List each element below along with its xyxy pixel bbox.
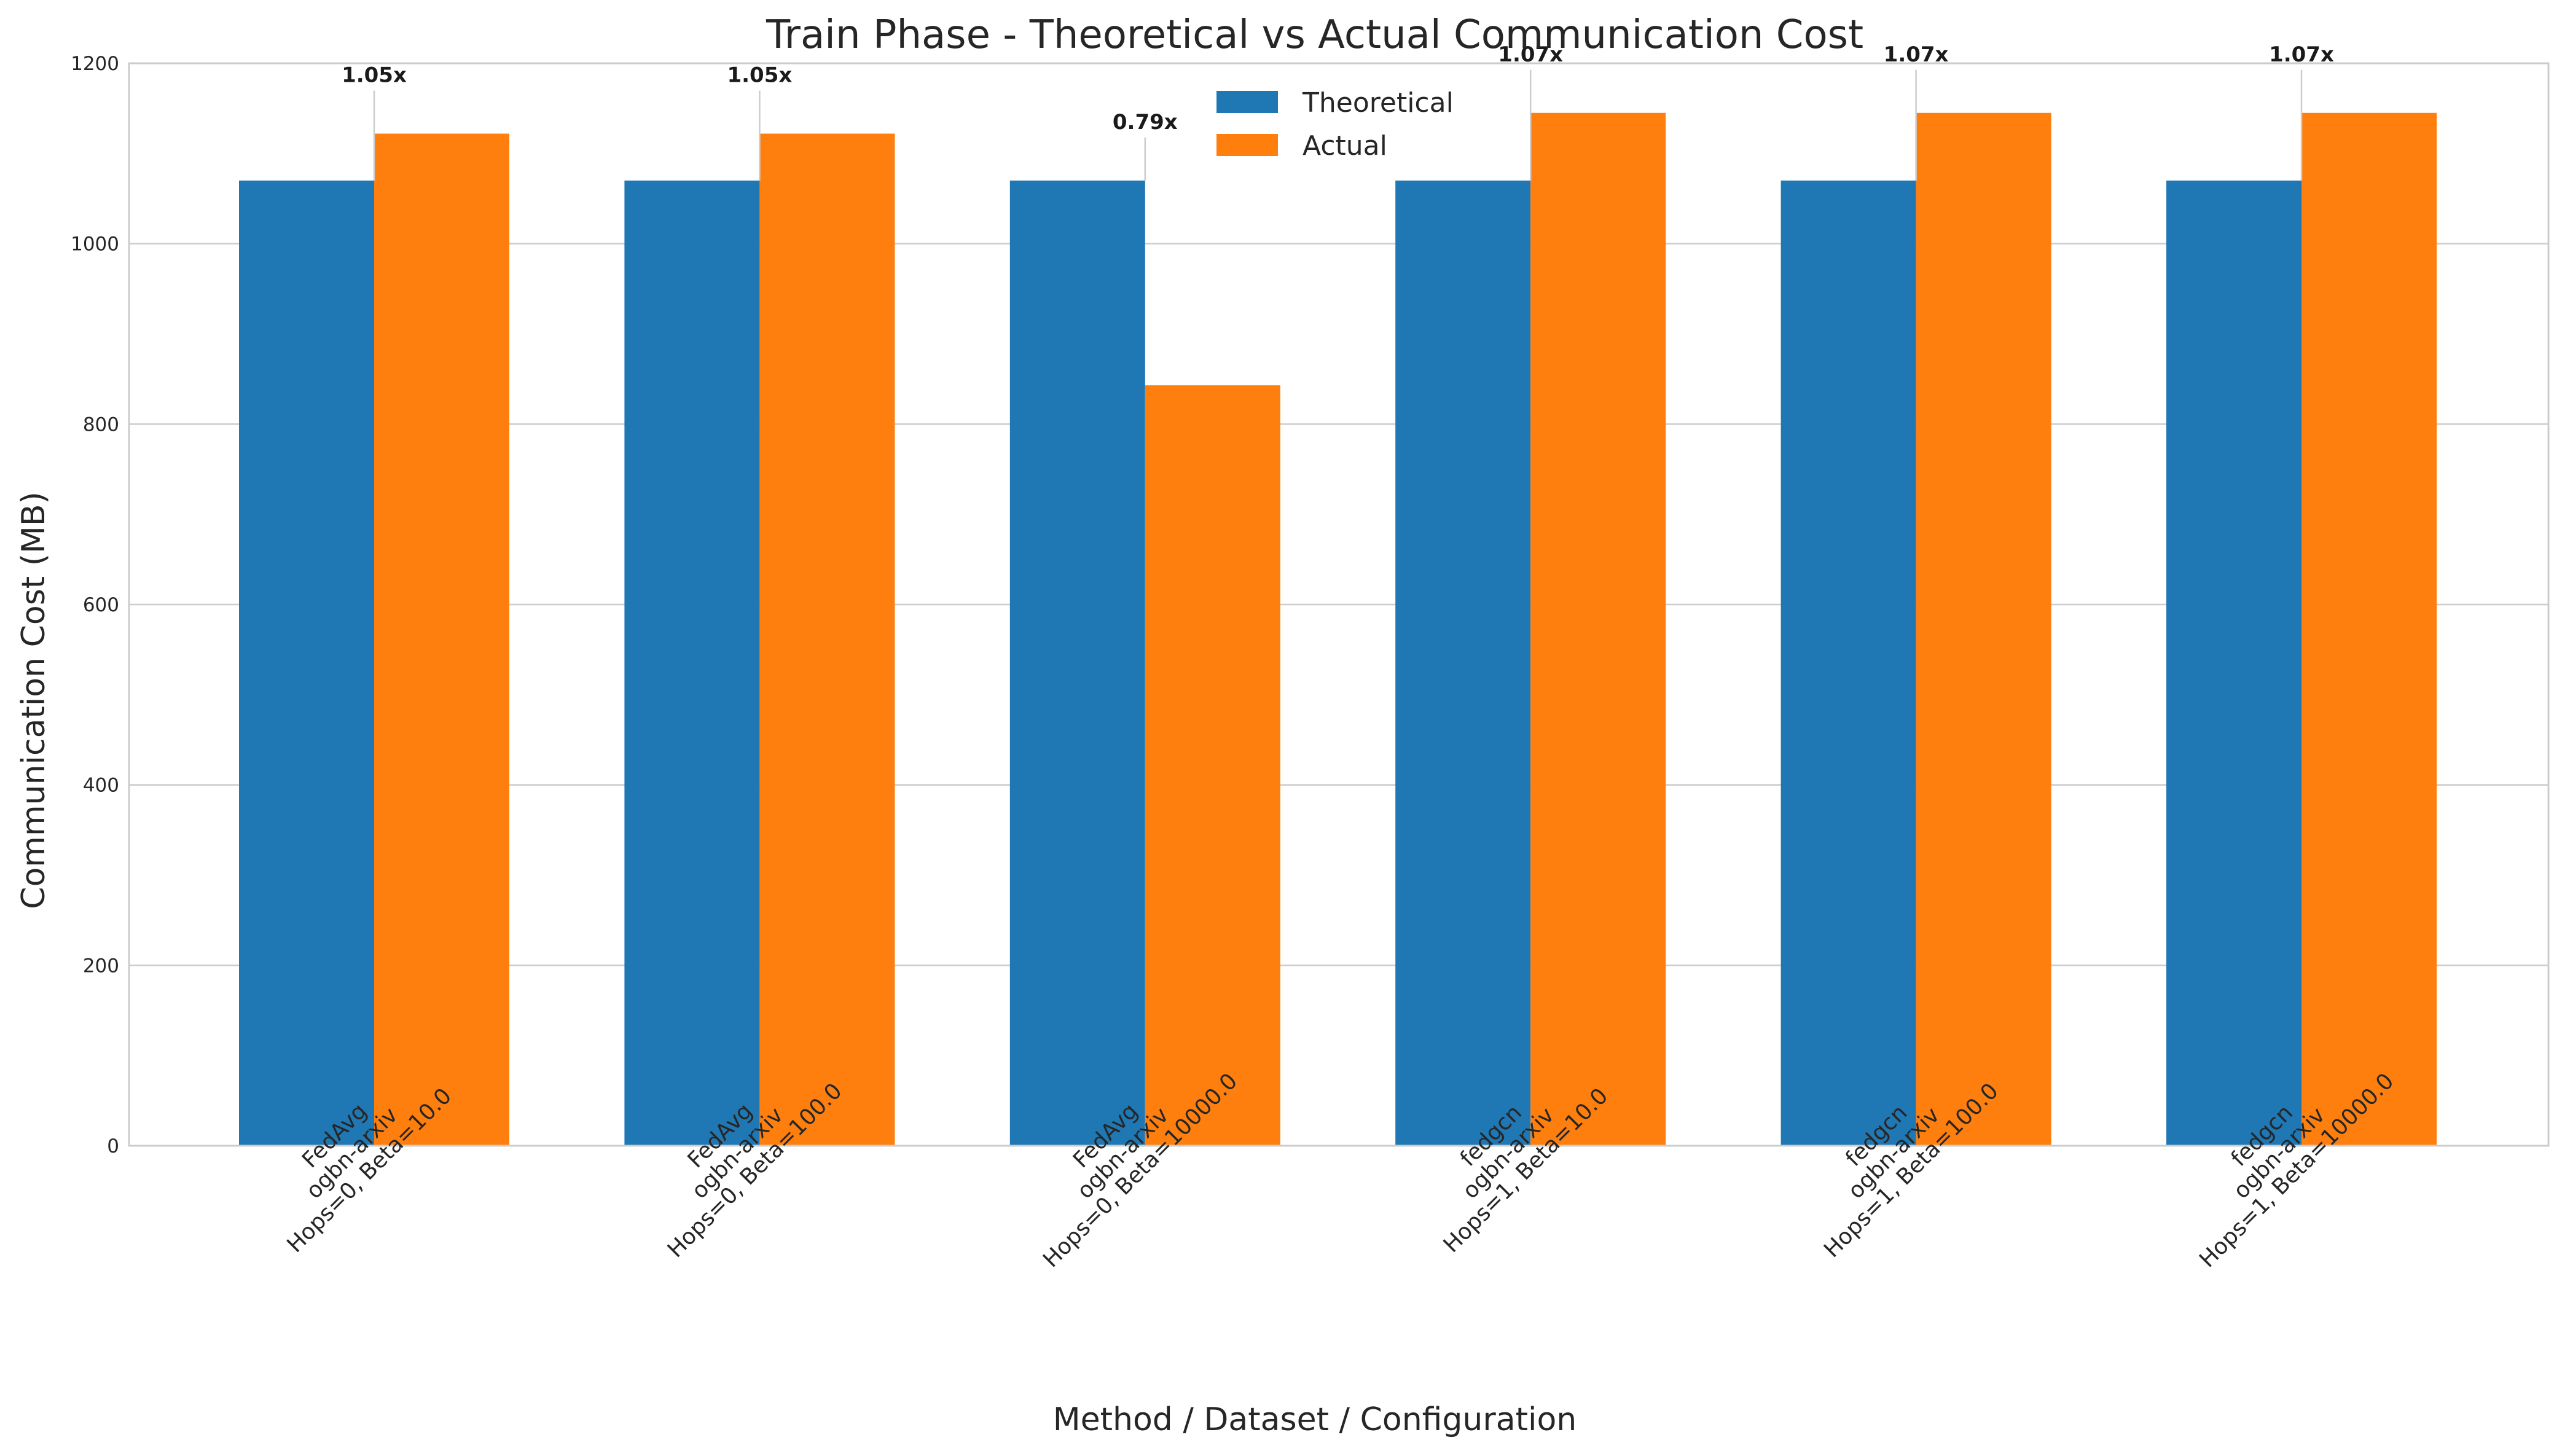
legend: Theoretical Actual (1216, 87, 1454, 162)
ratio-annotation: 1.05x (727, 63, 792, 88)
ratio-annotations: 1.05x 1.05x 0.79x 1.07x 1.07x 1.07x (342, 42, 2334, 135)
bar-theoretical (624, 180, 760, 1146)
bar-theoretical (2166, 180, 2301, 1146)
bar-theoretical (1009, 180, 1145, 1146)
chart-title: Train Phase - Theoretical vs Actual Comm… (766, 12, 1863, 58)
annotation-connectors (373, 69, 2303, 181)
bar-actual (374, 133, 509, 1146)
bar-actual (1530, 112, 1666, 1146)
legend-swatch-theoretical (1216, 91, 1278, 113)
bar-theoretical (1395, 180, 1531, 1146)
y-tick-label: 800 (83, 413, 119, 436)
bars (239, 112, 2437, 1146)
y-axis-ticks: 0 200 400 600 800 1000 1200 (71, 53, 119, 1157)
legend-label-actual: Actual (1303, 130, 1387, 162)
ratio-annotation: 1.05x (342, 63, 407, 88)
y-axis-title: Communication Cost (MB) (15, 491, 52, 909)
bar-actual (2301, 112, 2437, 1146)
y-tick-label: 400 (83, 775, 119, 797)
bar-theoretical (1780, 180, 1916, 1146)
ratio-annotation: 1.07x (1498, 42, 1563, 67)
bar-actual (1145, 385, 1280, 1146)
bar-actual (1916, 112, 2051, 1146)
y-tick-label: 1000 (71, 233, 119, 256)
y-tick-label: 200 (83, 955, 119, 977)
x-axis-title: Method / Dataset / Configuration (1053, 1401, 1577, 1438)
legend-label-theoretical: Theoretical (1302, 87, 1454, 119)
y-tick-label: 0 (107, 1135, 119, 1157)
ratio-annotation: 0.79x (1113, 110, 1178, 135)
bar-theoretical (239, 180, 374, 1146)
plot-frame (128, 62, 2550, 1147)
legend-swatch-actual (1216, 134, 1278, 156)
y-tick-label: 600 (83, 594, 119, 616)
bar-actual (759, 133, 895, 1146)
y-tick-label: 1200 (71, 53, 119, 75)
ratio-annotation: 1.07x (1884, 42, 1949, 67)
ratio-annotation: 1.07x (2269, 42, 2334, 67)
